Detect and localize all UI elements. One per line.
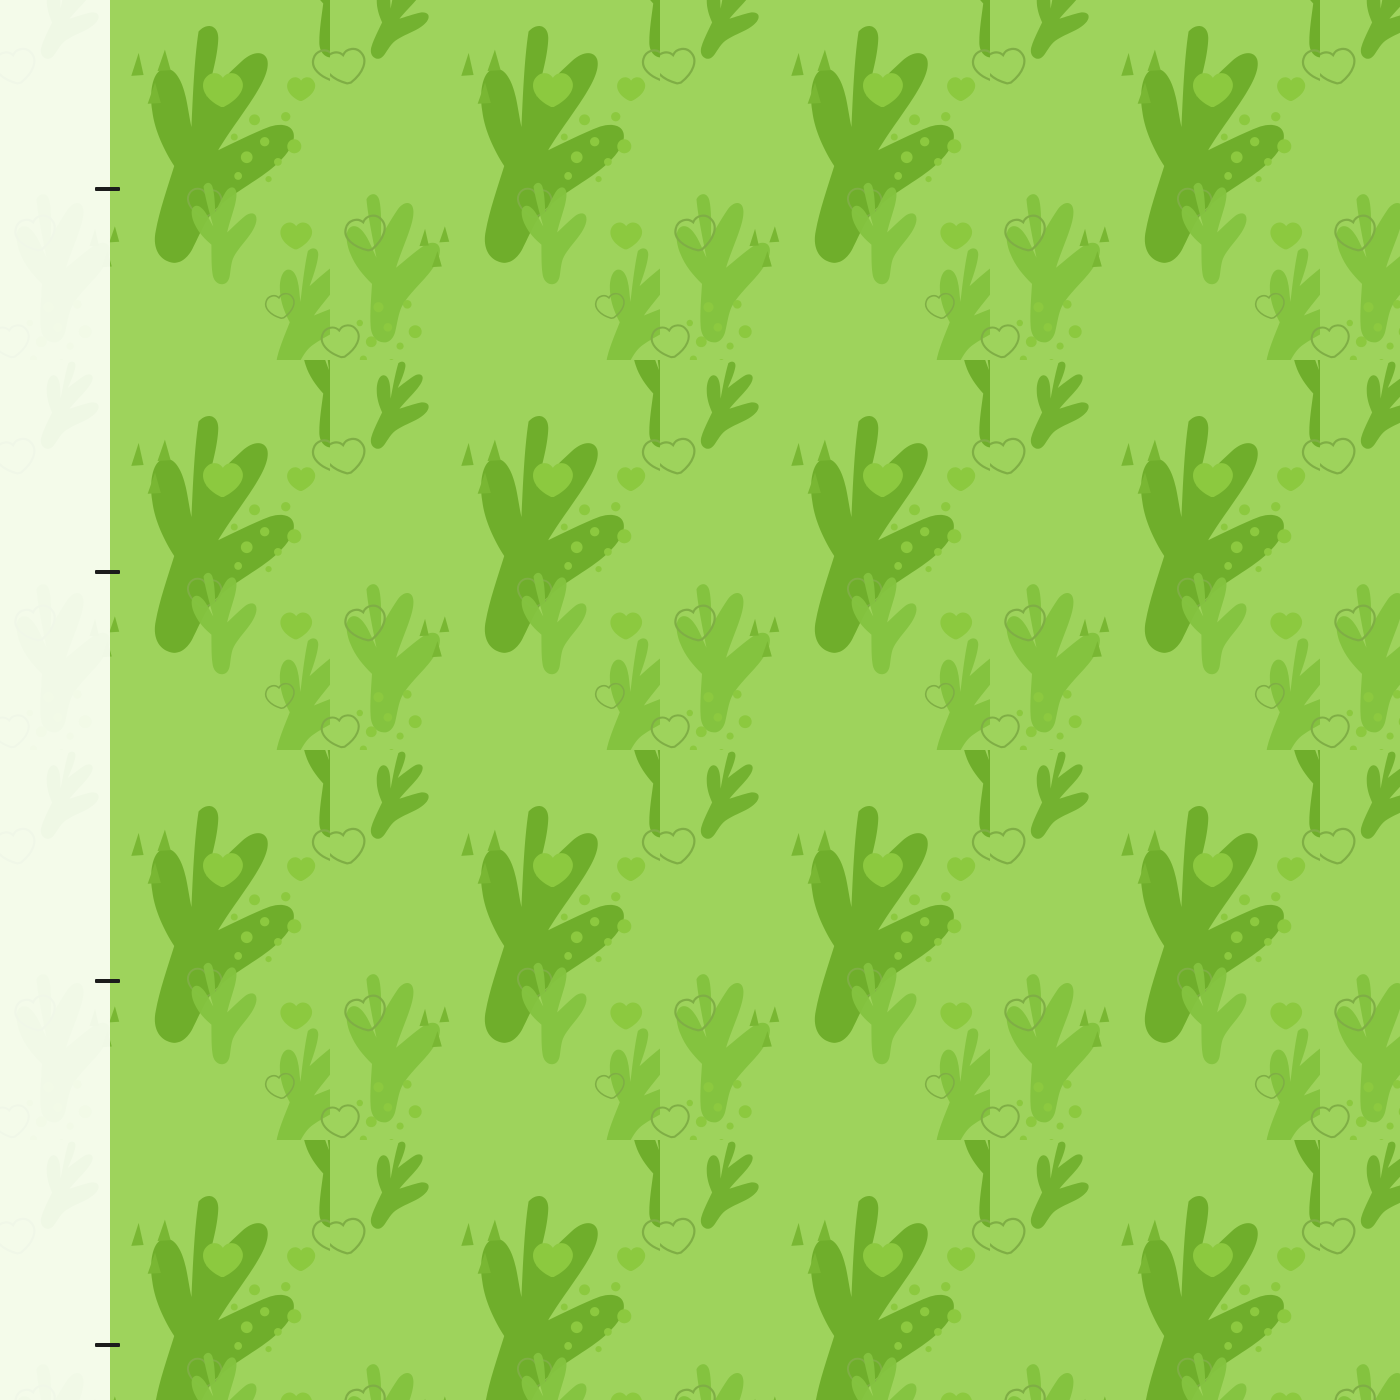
- y-tick-mark-20: [95, 570, 120, 574]
- y-tick-mark-10: [95, 979, 120, 983]
- y-axis-panel: [0, 0, 110, 1400]
- y-tick-mark-0: [95, 1343, 120, 1347]
- y-tick-mark-30: [95, 187, 120, 191]
